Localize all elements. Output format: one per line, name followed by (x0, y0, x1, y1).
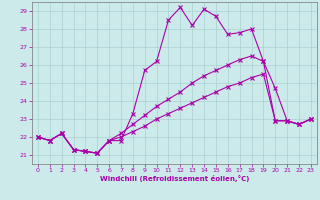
X-axis label: Windchill (Refroidissement éolien,°C): Windchill (Refroidissement éolien,°C) (100, 175, 249, 182)
